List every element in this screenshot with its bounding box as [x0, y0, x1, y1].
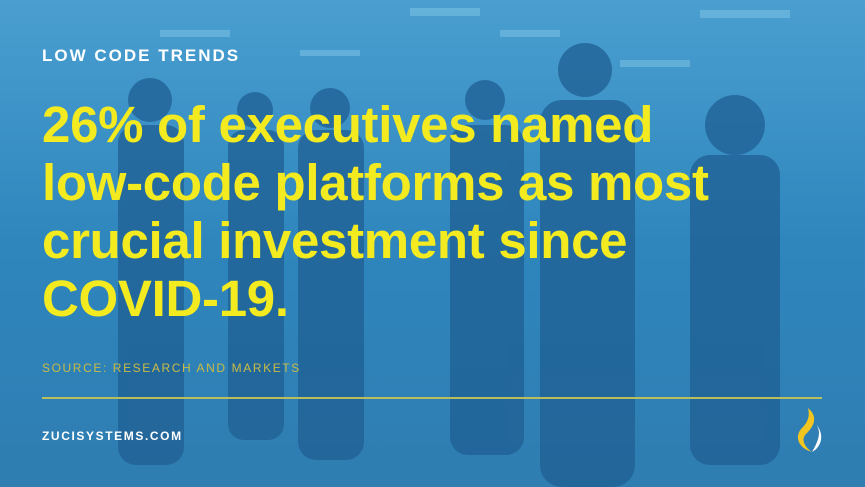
logo: [797, 408, 822, 452]
website: ZUCISYSTEMS.COM: [42, 429, 183, 443]
headline-line: low-code platforms as most: [42, 154, 709, 211]
headline-line: 26% of executives named: [42, 96, 654, 153]
headline-line: COVID-19.: [42, 270, 289, 327]
divider: [42, 397, 822, 399]
headline-line: crucial investment since: [42, 212, 628, 269]
kicker: LOW CODE TRENDS: [42, 46, 241, 65]
headline: 26% of executives named low-code platfor…: [42, 96, 709, 328]
source: SOURCE: RESEARCH AND MARKETS: [42, 361, 301, 375]
